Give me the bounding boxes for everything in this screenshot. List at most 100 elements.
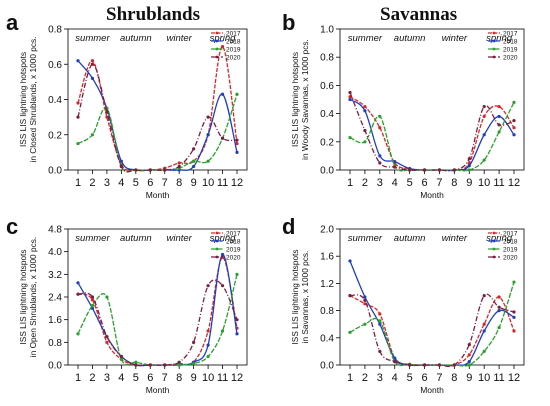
legend-marker-2017 xyxy=(492,231,496,235)
legend-entry-2018: 2018 xyxy=(226,239,241,246)
data-point-2018 xyxy=(206,343,210,347)
x-tick-label: 11 xyxy=(493,372,504,384)
y-axis-label: ISS LIS lightning hotspots in Woody Savan… xyxy=(290,39,310,160)
data-point-2020 xyxy=(119,164,123,169)
plot-frame xyxy=(339,28,525,171)
legend-marker-2020 xyxy=(215,55,219,59)
data-point-2020 xyxy=(363,128,367,133)
y-tick-label: 0.2 xyxy=(48,130,62,141)
data-point-2017 xyxy=(90,298,95,302)
y-axis-label-line1: ISS LIS lightning hotspots xyxy=(290,52,300,147)
x-tick-label: 10 xyxy=(478,372,490,384)
legend-marker-2017 xyxy=(215,231,219,235)
data-point-2020 xyxy=(192,340,196,344)
data-point-2018 xyxy=(482,133,486,137)
legend-entry-2017: 2017 xyxy=(503,31,518,38)
data-point-2020 xyxy=(163,363,167,367)
data-point-2020 xyxy=(206,284,210,288)
data-point-2019 xyxy=(467,168,471,172)
legend-entry-2019: 2019 xyxy=(503,247,518,254)
data-point-2020 xyxy=(393,360,397,364)
y-axis-label-line1: ISS LIS lightning hotspots xyxy=(18,249,28,344)
panel-label: b xyxy=(282,10,295,35)
legend-marker-2019 xyxy=(492,47,496,51)
data-point-2019 xyxy=(235,272,239,276)
y-axis-label: ISS LIS lightning hotspots in Savannas, x… xyxy=(290,249,310,344)
y-tick-label: 0.4 xyxy=(320,333,334,344)
y-axis-label-line2: in Open Shrublands, x 1000 pcs. xyxy=(28,237,38,357)
x-tick-label: 5 xyxy=(133,372,139,384)
series-line-2020 xyxy=(349,293,515,368)
legend-entry-2019: 2019 xyxy=(503,47,518,54)
x-tick-label: 1 xyxy=(75,372,81,384)
data-point-2017 xyxy=(105,340,109,344)
x-tick-label: 1 xyxy=(347,177,353,189)
data-point-2020 xyxy=(76,115,80,119)
section-title-savannas: Savannas xyxy=(380,4,458,25)
x-tick-label: 5 xyxy=(407,372,413,384)
data-point-2018 xyxy=(90,76,95,80)
season-label: spring xyxy=(210,233,237,244)
data-point-2020 xyxy=(90,295,95,299)
data-point-2018 xyxy=(467,164,471,168)
x-tick-label: 4 xyxy=(392,177,398,189)
data-point-2020 xyxy=(378,161,382,165)
y-tick-label: 0.0 xyxy=(48,361,62,372)
legend-marker-2018 xyxy=(492,39,496,43)
data-point-2019 xyxy=(90,133,95,137)
data-point-2020 xyxy=(348,294,352,298)
series-line-2017 xyxy=(349,295,515,367)
data-point-2019 xyxy=(76,332,80,336)
data-point-2019 xyxy=(105,295,109,299)
y-tick-label: 2.4 xyxy=(48,293,62,304)
data-point-2020 xyxy=(393,165,397,169)
data-point-2018 xyxy=(378,154,382,158)
data-point-2017 xyxy=(378,126,382,130)
chart-panel-c: c0.00.81.62.43.24.04.81 2 3 4 5 6 7 8 9 10 11 12Mon… xyxy=(6,214,248,395)
legend-entry-2018: 2018 xyxy=(503,39,518,46)
panel-label: c xyxy=(6,214,18,239)
x-tick-label: 7 xyxy=(436,372,442,384)
data-point-2020 xyxy=(408,363,412,367)
x-tick-label: 6 xyxy=(147,372,153,384)
data-point-2019 xyxy=(378,114,382,119)
x-tick-label: 11 xyxy=(493,177,504,189)
data-point-2020 xyxy=(378,349,382,353)
x-tick-label: 2 xyxy=(362,372,368,384)
legend-entry-2017: 2017 xyxy=(226,31,241,38)
y-tick-label: 0.4 xyxy=(320,109,334,120)
data-point-2020 xyxy=(148,363,152,367)
data-point-2020 xyxy=(452,168,456,172)
panel-label: d xyxy=(282,214,295,239)
x-tick-label: 7 xyxy=(162,177,168,189)
data-point-2019 xyxy=(363,322,367,326)
data-point-2020 xyxy=(235,138,239,142)
data-point-2019 xyxy=(235,92,239,96)
x-tick-label: 2 xyxy=(362,177,368,189)
x-axis-label: Month xyxy=(420,190,444,200)
y-tick-label: 0.2 xyxy=(320,137,334,148)
data-point-2019 xyxy=(378,319,382,323)
data-point-2017 xyxy=(497,104,501,109)
data-point-2020 xyxy=(452,363,456,367)
legend-marker-2020 xyxy=(492,55,496,59)
data-point-2019 xyxy=(497,130,501,134)
data-point-2020 xyxy=(192,147,196,151)
legend-marker-2019 xyxy=(492,247,496,251)
data-point-2018 xyxy=(512,133,516,137)
season-label: spring xyxy=(486,233,513,244)
data-point-2018 xyxy=(220,252,225,257)
x-tick-label: 12 xyxy=(508,177,520,189)
data-point-2019 xyxy=(206,159,210,163)
season-label: winter xyxy=(442,33,468,44)
season-label: summer xyxy=(348,33,383,44)
x-tick-label: 3 xyxy=(377,372,383,384)
legend-marker-2019 xyxy=(215,247,219,251)
season-label: summer xyxy=(75,33,110,44)
data-point-2018 xyxy=(76,281,80,285)
x-tick-label: 8 xyxy=(451,372,457,384)
data-point-2020 xyxy=(220,136,225,140)
data-point-2019 xyxy=(482,158,486,162)
x-axis-label: Month xyxy=(420,385,444,395)
